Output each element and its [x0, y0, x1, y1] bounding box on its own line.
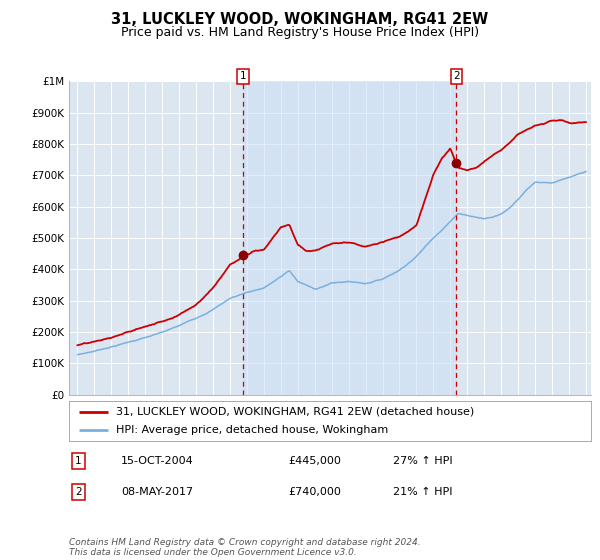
Text: 2: 2	[453, 71, 460, 81]
Text: £445,000: £445,000	[288, 456, 341, 466]
Text: 1: 1	[75, 456, 82, 466]
Text: £740,000: £740,000	[288, 487, 341, 497]
Text: 08-MAY-2017: 08-MAY-2017	[121, 487, 193, 497]
Text: 21% ↑ HPI: 21% ↑ HPI	[392, 487, 452, 497]
Text: HPI: Average price, detached house, Wokingham: HPI: Average price, detached house, Woki…	[116, 426, 388, 435]
Bar	[244, 81, 457, 395]
Text: Price paid vs. HM Land Registry's House Price Index (HPI): Price paid vs. HM Land Registry's House …	[121, 26, 479, 39]
Text: 27% ↑ HPI: 27% ↑ HPI	[392, 456, 452, 466]
Text: 31, LUCKLEY WOOD, WOKINGHAM, RG41 2EW (detached house): 31, LUCKLEY WOOD, WOKINGHAM, RG41 2EW (d…	[116, 407, 474, 417]
Text: 15-OCT-2004: 15-OCT-2004	[121, 456, 194, 466]
Text: 1: 1	[240, 71, 247, 81]
Text: 31, LUCKLEY WOOD, WOKINGHAM, RG41 2EW: 31, LUCKLEY WOOD, WOKINGHAM, RG41 2EW	[112, 12, 488, 27]
Text: Contains HM Land Registry data © Crown copyright and database right 2024.
This d: Contains HM Land Registry data © Crown c…	[69, 538, 421, 557]
Text: 2: 2	[75, 487, 82, 497]
